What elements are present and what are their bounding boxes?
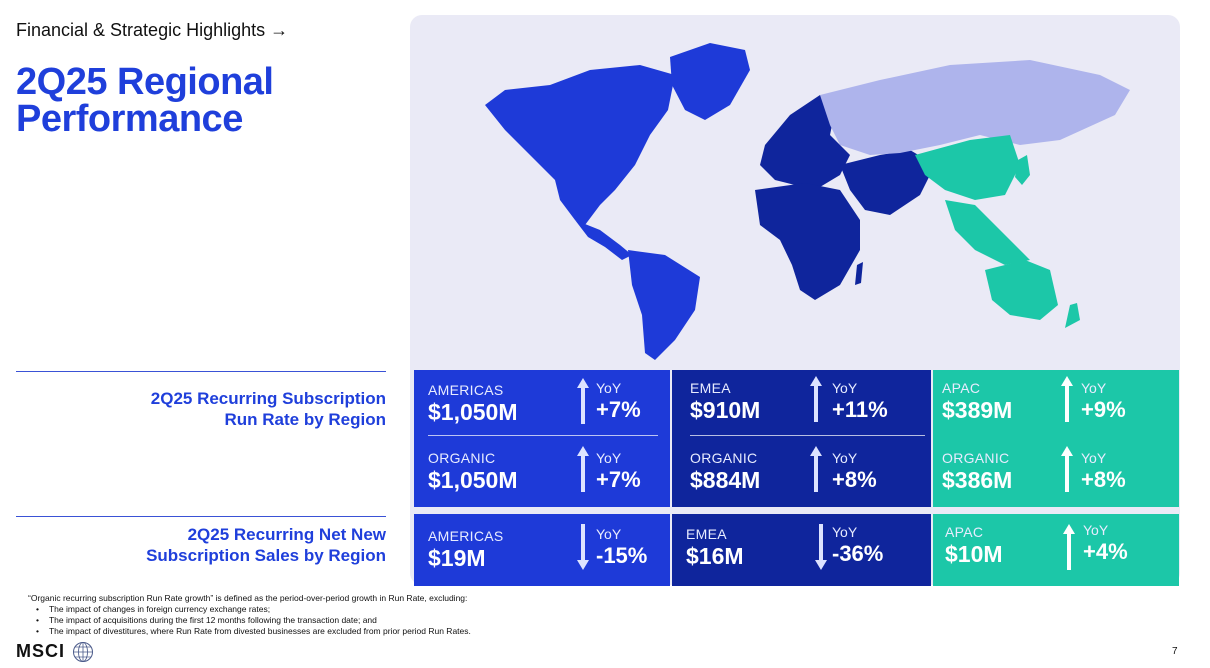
yoy-value: +11% — [832, 397, 888, 422]
yoy-value: +9% — [1081, 397, 1126, 422]
footnote-list: The impact of changes in foreign currenc… — [28, 604, 471, 637]
map-africa — [755, 183, 860, 300]
map-australia — [985, 260, 1058, 320]
yoy-value: -15% — [596, 543, 648, 568]
section-rule-run-rate — [16, 371, 386, 372]
net-new-label-line1: 2Q25 Recurring Net New — [187, 525, 386, 544]
section-rule-net-new — [16, 516, 386, 517]
card-net-new-emea: EMEA $16M YoY -36% — [672, 514, 931, 586]
globe-logo-icon — [73, 642, 93, 662]
organic-value: $386M — [942, 467, 1013, 493]
arrow-down-icon — [815, 524, 827, 570]
organic-label: ORGANIC — [942, 450, 1010, 466]
arrow-up-icon — [577, 378, 589, 424]
map-greenland — [670, 43, 750, 120]
region-label: EMEA — [690, 380, 731, 396]
card-net-new-americas: AMERICAS $19M YoY -15% — [414, 514, 670, 586]
page-title-line2: Performance — [16, 98, 243, 140]
region-label: APAC — [942, 380, 981, 396]
yoy-label: YoY — [596, 526, 622, 542]
world-map — [485, 43, 1130, 360]
yoy-label: YoY — [1081, 380, 1107, 396]
map-north-america — [485, 65, 675, 225]
yoy-value: -36% — [832, 541, 884, 566]
map-new-zealand — [1065, 303, 1080, 328]
footnote-item: The impact of acquisitions during the fi… — [36, 615, 471, 626]
yoy-value: +7% — [596, 397, 641, 422]
yoy-value: +4% — [1083, 539, 1128, 564]
run-rate-value: $389M — [942, 397, 1013, 423]
map-japan — [1015, 155, 1030, 185]
run-rate-label-line2: Run Rate by Region — [224, 410, 386, 429]
card-net-new-apac: APAC $10M YoY +4% — [933, 514, 1179, 586]
card-divider — [690, 435, 925, 436]
organic-label: ORGANIC — [690, 450, 758, 466]
map-russia — [820, 60, 1130, 155]
region-label: AMERICAS — [428, 528, 504, 544]
run-rate-label-line1: 2Q25 Recurring Subscription — [150, 389, 386, 408]
section-label-net-new: 2Q25 Recurring Net New Subscription Sale… — [146, 524, 386, 566]
region-label: APAC — [945, 524, 984, 540]
organic-value: $1,050M — [428, 467, 518, 493]
yoy-label: YoY — [596, 380, 622, 396]
organic-label: ORGANIC — [428, 450, 496, 466]
section-label-run-rate: 2Q25 Recurring Subscription Run Rate by … — [151, 388, 386, 430]
net-new-label-line2: Subscription Sales by Region — [146, 546, 386, 565]
yoy-label: YoY — [832, 380, 858, 396]
organic-yoy-value: +8% — [832, 467, 877, 492]
page-title-line1: 2Q25 Regional — [16, 61, 274, 103]
map-central-america — [575, 220, 632, 260]
run-rate-value: $910M — [690, 397, 761, 423]
region-label: AMERICAS — [428, 382, 504, 398]
map-middle-east — [840, 150, 935, 215]
arrow-up-icon — [1063, 524, 1075, 570]
organic-yoy-value: +8% — [1081, 467, 1126, 492]
arrow-up-icon — [810, 446, 822, 492]
page-title: 2Q25 Regional Performance — [16, 61, 356, 140]
organic-value: $884M — [690, 467, 761, 493]
organic-yoy-label: YoY — [832, 450, 858, 466]
footnote: “Organic recurring subscription Run Rate… — [28, 593, 471, 637]
footnote-item: The impact of changes in foreign currenc… — [36, 604, 471, 615]
card-run-rate-emea: EMEA $910M YoY +11% ORGANIC $884M YoY +8… — [672, 370, 931, 507]
card-run-rate-americas: AMERICAS $1,050M YoY +7% ORGANIC $1,050M… — [414, 370, 670, 507]
organic-yoy-value: +7% — [596, 467, 641, 492]
card-run-rate-apac: APAC $389M YoY +9% ORGANIC $386M YoY +8% — [933, 370, 1179, 507]
map-china — [915, 135, 1020, 200]
map-southeast-asia — [945, 200, 1030, 265]
region-label: EMEA — [686, 526, 727, 542]
footnote-item: The impact of divestitures, where Run Ra… — [36, 626, 471, 637]
yoy-label: YoY — [1083, 522, 1109, 538]
arrow-down-icon — [577, 524, 589, 570]
map-madagascar — [855, 262, 863, 285]
msci-logo: MSCI — [16, 641, 65, 661]
yoy-label: YoY — [832, 524, 858, 540]
arrow-up-icon — [810, 376, 822, 422]
organic-yoy-label: YoY — [596, 450, 622, 466]
net-new-value: $10M — [945, 541, 1003, 567]
net-new-value: $19M — [428, 545, 486, 571]
page-number: 7 — [1172, 646, 1178, 657]
organic-yoy-label: YoY — [1081, 450, 1107, 466]
breadcrumb-link[interactable]: Financial & Strategic Highlights → — [16, 20, 289, 40]
arrow-up-icon — [577, 446, 589, 492]
footnote-intro: “Organic recurring subscription Run Rate… — [28, 593, 468, 603]
arrow-up-icon — [1061, 446, 1073, 492]
map-south-america — [628, 250, 700, 360]
run-rate-value: $1,050M — [428, 399, 518, 425]
card-divider — [428, 435, 658, 436]
map-europe — [760, 95, 850, 190]
arrow-up-icon — [1061, 376, 1073, 422]
net-new-value: $16M — [686, 543, 744, 569]
